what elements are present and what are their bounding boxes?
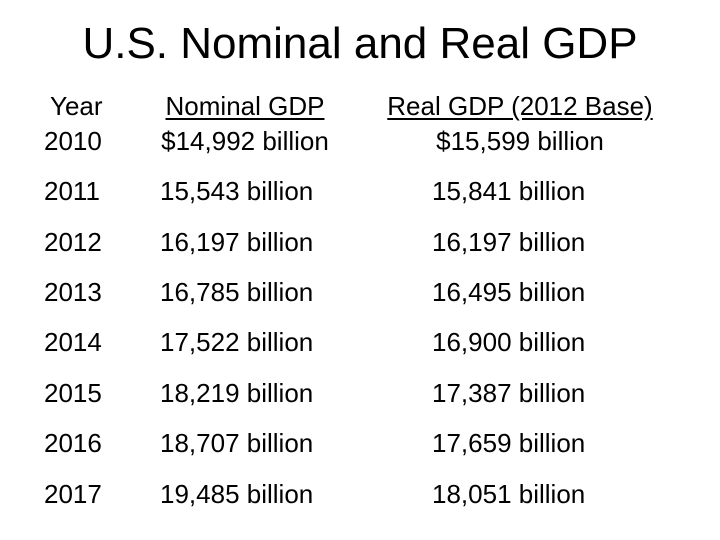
header-real-gdp: Real GDP (2012 Base) — [387, 91, 653, 121]
row-year: 2011 — [44, 176, 100, 206]
header-year: Year — [50, 91, 103, 121]
row-2010-nominal: $14,992 billion — [161, 126, 329, 156]
row-2010-real: $15,599 billion — [436, 126, 604, 156]
row-real: 16,495 billion — [432, 277, 586, 307]
row-nominal: 16,785 billion — [160, 277, 314, 307]
row-2010-year: 2010 — [44, 126, 102, 156]
header-nominal-gdp: Nominal GDP — [165, 91, 325, 121]
slide-title: U.S. Nominal and Real GDP — [82, 19, 638, 68]
row-nominal: 15,543 billion — [160, 176, 314, 206]
row-real: 16,197 billion — [432, 227, 586, 257]
row-year: 2017 — [44, 479, 102, 509]
row-nominal: 18,219 billion — [160, 378, 314, 408]
row-real: 17,659 billion — [432, 428, 586, 458]
row-real: 15,841 billion — [432, 176, 586, 206]
row-real: 16,900 billion — [432, 327, 586, 357]
row-year: 2015 — [44, 378, 102, 408]
row-real: 17,387 billion — [432, 378, 586, 408]
row-year: 2014 — [44, 327, 102, 357]
row-real: 18,051 billion — [432, 479, 586, 509]
row-nominal: 17,522 billion — [160, 327, 314, 357]
row-nominal: 16,197 billion — [160, 227, 314, 257]
row-year: 2016 — [44, 428, 102, 458]
row-year: 2013 — [44, 277, 102, 307]
row-nominal: 19,485 billion — [160, 479, 314, 509]
row-year: 2012 — [44, 227, 102, 257]
row-nominal: 18,707 billion — [160, 428, 314, 458]
